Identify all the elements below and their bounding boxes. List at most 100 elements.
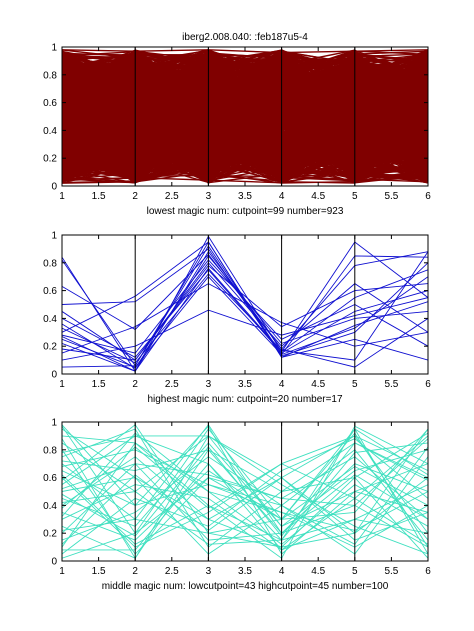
series-line [62,58,428,184]
series-line [62,425,428,555]
series-lines [62,235,428,373]
series-lines [62,424,428,560]
x-tick-label: 3 [206,379,212,390]
x-tick-label: 2.5 [165,191,179,202]
x-tick-label: 3 [206,191,212,202]
series-line [62,99,428,168]
y-tick-label: 0.2 [43,342,57,353]
series-line [62,51,428,178]
x-tick-label: 2 [132,566,138,577]
x-tick-label: 5.5 [384,191,398,202]
series-line [62,432,428,531]
series-line [62,428,428,555]
series-line [62,63,428,184]
chart-panel-3: 1 1.5 2 2.5 3 3.5 4 4.5 5 5.5 6 0 0.2 0.4 0.6 0.8 1 middl… [43,418,431,593]
series-line [62,96,428,141]
series-line [62,53,428,142]
series-line [62,435,428,527]
y-tick-label: 0 [51,370,57,381]
series-line [62,276,428,368]
x-tick-label: 4.5 [311,379,325,390]
series-line [62,425,428,559]
series-line [62,54,428,144]
x-tick-label: 6 [425,379,431,390]
series-line [62,52,428,149]
series-line [62,241,428,368]
y-tick-label: 0.6 [43,473,57,484]
x-tick-label: 1.5 [92,379,106,390]
x-axis-label: middle magic num: lowcutpoint=43 highcut… [102,581,389,592]
x-tick-label: 5 [352,191,358,202]
x-tick-label: 3 [206,566,212,577]
figure-title: iberg2.008.040: :feb187u5-4 [182,32,308,43]
x-tick-label: 4.5 [311,191,325,202]
series-line [62,57,428,168]
series-line [62,76,428,171]
x-tick-label: 3.5 [238,379,252,390]
x-tick-label: 2.5 [165,566,179,577]
y-tick-label: 0.4 [43,314,57,325]
series-line [62,114,428,142]
series-line [62,428,428,559]
series-line [62,264,428,361]
x-tick-label: 3.5 [238,191,252,202]
x-tick-label: 6 [425,191,431,202]
x-tick-label: 1.5 [92,566,106,577]
series-line [62,269,428,358]
series-line [62,52,428,173]
y-tick-label: 1 [51,43,57,54]
y-tick-label: 0.8 [43,70,57,81]
x-tick-label: 4.5 [311,566,325,577]
series-line [62,424,428,534]
chart-panel-1: 1 1.5 2 2.5 3 3.5 4 4.5 5 5.5 6 0 0.2 0.4 0.6 0.8 1 lowes… [43,43,431,218]
series-line [62,463,428,541]
x-tick-label: 1.5 [92,191,106,202]
x-tick-label: 1 [59,566,65,577]
series-line [62,59,428,184]
series-line [62,424,428,534]
series-line [62,428,428,534]
series-line [62,442,428,527]
series-line [62,446,428,545]
x-tick-label: 4 [279,191,285,202]
series-line [62,442,428,545]
series-line [62,424,428,545]
x-tick-label: 5 [352,379,358,390]
series-line [62,267,428,372]
series-line [62,80,428,168]
y-tick-label: 1 [51,231,57,242]
x-axis-label: lowest magic num: cutpoint=99 number=923 [147,206,344,217]
series-line [62,51,428,179]
x-tick-label: 1 [59,379,65,390]
x-tick-label: 6 [425,566,431,577]
x-tick-label: 5 [352,566,358,577]
series-line [62,463,428,551]
x-tick-label: 2 [132,191,138,202]
series-line [62,130,428,181]
series-line [62,432,428,548]
series-line [62,463,428,548]
y-tick-label: 0.6 [43,286,57,297]
series-line [62,435,428,545]
series-line [62,251,428,364]
series-line [62,53,428,167]
series-line [62,283,428,354]
x-tick-label: 5.5 [384,379,398,390]
y-tick-label: 1 [51,418,57,429]
x-tick-label: 2.5 [165,379,179,390]
series-line [62,435,428,559]
x-tick-label: 4 [279,566,285,577]
x-tick-label: 3.5 [238,566,252,577]
series-line [62,51,428,175]
y-tick-label: 0.8 [43,258,57,269]
series-line [62,442,428,537]
series-line [62,62,428,157]
y-tick-label: 0.2 [43,529,57,540]
y-tick-label: 0.6 [43,98,57,109]
y-tick-label: 0 [51,557,57,568]
x-axis-label: highest magic num: cutpoint=20 number=17 [147,394,343,405]
y-tick-label: 0.4 [43,501,57,512]
x-tick-label: 1 [59,191,65,202]
series-line [62,68,428,171]
